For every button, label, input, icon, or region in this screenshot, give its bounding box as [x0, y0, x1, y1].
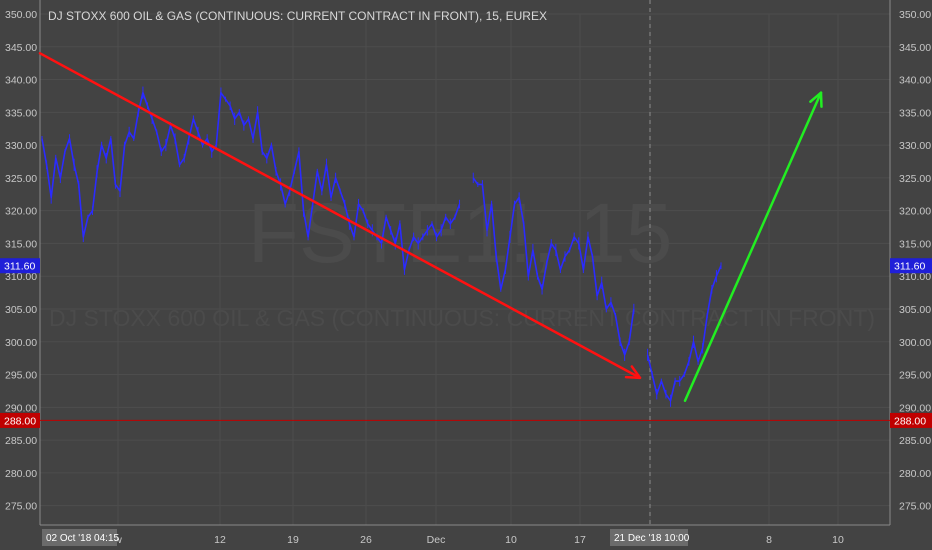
- downtrend-arrow-shaft: [38, 52, 642, 380]
- price-tick-label: 290.00: [5, 402, 37, 414]
- price-tick-label: 330.00: [5, 140, 37, 152]
- time-badge-text: 21 Dec '18 10:00: [614, 533, 690, 544]
- price-tick-label: 315.00: [899, 238, 931, 250]
- price-tick-label: 335.00: [899, 107, 931, 119]
- current-price-badge-left-text: 311.60: [4, 261, 35, 273]
- time-tick-label: 10: [505, 534, 517, 546]
- level-badge-bg: [890, 412, 932, 428]
- uptrend-arrow-shaft: [683, 91, 823, 403]
- price-tick-label: 345.00: [5, 42, 37, 54]
- uptrend-arrow-head: [809, 91, 823, 108]
- level-badge-left-bg: [0, 412, 40, 428]
- downtrend-arrow[interactable]: [38, 52, 642, 380]
- price-tick-label: 280.00: [899, 468, 931, 480]
- price-tick-label: 300.00: [899, 337, 931, 349]
- time-badge-bg: [610, 529, 688, 546]
- time-badge-text: 02 Oct '18 04:15: [46, 533, 120, 544]
- time-crosshair-badge: 21 Dec '18 10:00: [610, 529, 690, 546]
- price-tick-label: 325.00: [899, 173, 931, 185]
- level-badge-left: 288.00: [0, 412, 40, 428]
- time-tick-label: 17: [574, 534, 586, 546]
- price-tick-label: 305.00: [899, 304, 931, 316]
- current-price-badge-left-bg: [0, 258, 40, 274]
- downtrend-arrow-head: [624, 365, 642, 380]
- current-price-badge-text: 311.60: [894, 261, 925, 273]
- chart-watermark: FSTE1!, 15 DJ STOXX 600 OIL & GAS (CONTI…: [49, 186, 875, 331]
- time-tick-label: 12: [214, 534, 226, 546]
- level-badge-left-text: 288.00: [4, 415, 36, 427]
- price-tick-label: 280.00: [5, 468, 37, 480]
- price-series: [41, 86, 722, 407]
- uptrend-arrow[interactable]: [683, 91, 823, 403]
- time-tick-label: 26: [360, 534, 372, 546]
- trend-arrows[interactable]: [38, 52, 823, 403]
- time-tick-label: 10: [832, 534, 844, 546]
- current-price-badge: 311.60: [890, 258, 932, 274]
- time-tick-label: w: [113, 534, 122, 546]
- time-axis: w 12 19 26 Dec 10 17 8 10 02 Oct '18 04:15 21 Dec …: [42, 529, 844, 546]
- price-tick-label: 310.00: [5, 271, 37, 283]
- watermark-symbol: FSTE1!, 15: [248, 186, 673, 280]
- price-tick-label: 345.00: [899, 42, 931, 54]
- price-tick-label: 285.00: [899, 435, 931, 447]
- price-tick-label: 315.00: [5, 238, 37, 250]
- price-tick-label: 320.00: [5, 206, 37, 218]
- price-tick-label: 320.00: [899, 206, 931, 218]
- time-badge-bg: [42, 529, 117, 546]
- price-tick-label: 275.00: [5, 501, 37, 513]
- price-tick-label: 325.00: [5, 173, 37, 185]
- price-tick-label: 310.00: [899, 271, 931, 283]
- price-tick-label: 290.00: [899, 402, 931, 414]
- watermark-description: DJ STOXX 600 OIL & GAS (CONTINUOUS: CURR…: [49, 305, 875, 331]
- chart-grid: [39, 0, 891, 526]
- price-tick-label: 285.00: [5, 435, 37, 447]
- price-tick-label: 305.00: [5, 304, 37, 316]
- price-tick-label: 340.00: [5, 75, 37, 87]
- price-tick-label: 295.00: [5, 370, 37, 382]
- level-badge: 288.00: [890, 412, 932, 428]
- current-price-badge-left: 311.60: [0, 258, 40, 274]
- chart-title: DJ STOXX 600 OIL & GAS (CONTINUOUS: CURR…: [48, 9, 547, 23]
- time-crosshair-left-badge: 02 Oct '18 04:15: [42, 529, 120, 546]
- time-tick-label: 8: [766, 534, 772, 546]
- price-axis-right: 350.00 345.00 340.00 335.00 330.00 325.00 320.…: [890, 9, 932, 513]
- price-tick-label: 335.00: [5, 107, 37, 119]
- price-axis-left: 350.00 345.00 340.00 335.00 330.00 325.00 320.…: [0, 9, 40, 513]
- price-tick-label: 350.00: [899, 9, 931, 21]
- level-badge-text: 288.00: [894, 415, 926, 427]
- price-tick-label: 275.00: [899, 501, 931, 513]
- price-tick-label: 295.00: [899, 370, 931, 382]
- price-tick-label: 350.00: [5, 9, 37, 21]
- current-price-badge-bg: [890, 258, 932, 274]
- price-tick-label: 340.00: [899, 75, 931, 87]
- time-tick-label: Dec: [427, 534, 446, 546]
- price-tick-label: 330.00: [899, 140, 931, 152]
- time-tick-label: 19: [287, 534, 299, 546]
- price-tick-label: 300.00: [5, 337, 37, 349]
